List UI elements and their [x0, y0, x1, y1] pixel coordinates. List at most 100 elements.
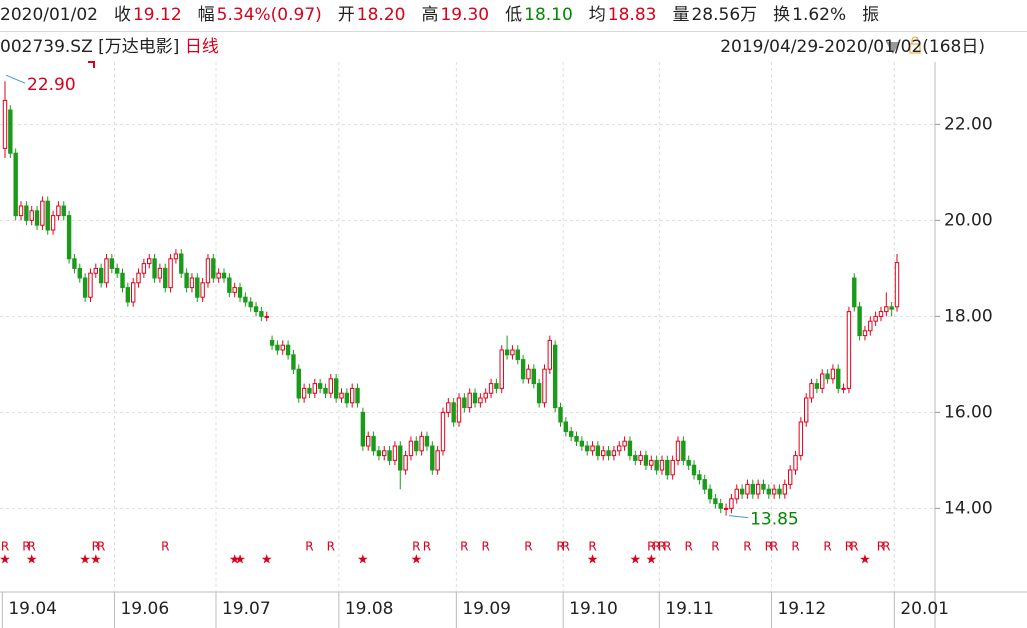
candle-body	[312, 383, 317, 394]
quote-value: 18.10	[524, 5, 573, 25]
candle-body	[307, 387, 312, 394]
r-flag: R	[460, 540, 468, 554]
sub-bar: 002739.SZ [万达电影] 日线 2019/04/29-2020/01/0…	[0, 33, 1027, 61]
candle-body	[45, 200, 50, 231]
candle-body	[830, 368, 836, 380]
candle-body	[846, 311, 852, 389]
r-flag: R	[663, 540, 671, 554]
candle-body	[216, 272, 221, 279]
candle-body	[243, 296, 248, 303]
candle-body	[590, 445, 595, 452]
candle-body	[184, 272, 189, 289]
max-label: 22.90	[27, 75, 76, 95]
candle-body	[40, 200, 45, 226]
candle-body	[718, 503, 723, 509]
y-tick-label: 22.00	[944, 114, 993, 134]
candle-body	[248, 301, 253, 308]
min-arrow	[729, 515, 749, 519]
candle-body	[50, 215, 56, 231]
max-arrow	[5, 74, 26, 84]
candle-body	[836, 368, 841, 389]
quote-label: 高	[421, 5, 439, 25]
candle-body	[114, 267, 120, 274]
r-flag: R	[161, 540, 169, 554]
candle-body	[323, 387, 328, 394]
candle-body	[536, 383, 542, 404]
x-tick-label: 19.12	[777, 599, 826, 619]
candle-body	[446, 402, 451, 413]
y-tick-label: 14.00	[944, 498, 993, 518]
candle-body	[376, 450, 382, 457]
candle-body	[414, 440, 419, 452]
star-flag: ★	[229, 553, 241, 568]
r-flag: R	[845, 540, 853, 554]
min-label: 13.85	[750, 510, 799, 530]
candle-body	[510, 349, 515, 356]
candle-body	[195, 277, 200, 298]
candle-body	[488, 383, 494, 394]
candle-body	[253, 306, 259, 313]
quote-label: 均	[588, 5, 606, 25]
r-flag: R	[685, 540, 693, 554]
candle-body	[649, 459, 654, 466]
candle-body	[622, 440, 627, 447]
candle-body	[291, 354, 296, 370]
candle-body	[771, 488, 777, 495]
candle-body	[750, 483, 755, 495]
candle-body	[163, 267, 168, 289]
candle-body	[563, 421, 569, 433]
r-flag: R	[423, 540, 431, 554]
quote-bar: 2020/01/02 收 19.12 幅 5.34%(0.97) 开 18.20 高 19.30…	[0, 0, 1027, 32]
candle-body	[77, 267, 82, 279]
candle-body	[232, 287, 237, 293]
period[interactable]: 日线	[184, 37, 219, 57]
r-flag: R	[711, 540, 719, 554]
candle-body	[675, 440, 681, 461]
candle-body	[120, 272, 125, 289]
candle-body	[542, 368, 547, 404]
candle-body	[782, 483, 788, 495]
candle-body	[803, 397, 809, 423]
candle-body	[809, 383, 814, 399]
candle-body	[109, 258, 115, 269]
candle-body	[515, 349, 520, 361]
marker	[88, 61, 95, 68]
candle-body	[221, 272, 227, 279]
candle-body	[366, 435, 371, 447]
r-flag: R	[791, 540, 799, 554]
star-flag: ★	[26, 553, 38, 568]
candle-body	[141, 263, 147, 274]
candle-body	[654, 459, 659, 471]
candle-body	[585, 445, 590, 452]
r-flag: R	[823, 540, 831, 554]
x-tick-label: 19.06	[120, 599, 169, 619]
star-flag: ★	[410, 553, 422, 568]
candle-body	[884, 306, 889, 313]
lock-icon[interactable]	[909, 43, 921, 54]
candle-body	[793, 455, 798, 471]
r-flag: R	[92, 540, 100, 554]
r-flag: R	[327, 540, 335, 554]
candle-body	[643, 455, 649, 466]
candle-body	[531, 368, 536, 385]
candle-body	[873, 315, 878, 322]
dropdown-icon[interactable]	[886, 42, 900, 54]
candle-body	[478, 397, 483, 404]
candle-body	[435, 450, 440, 471]
quote-label: 幅	[197, 5, 215, 25]
candle-body	[301, 387, 307, 399]
candle-body	[707, 488, 713, 500]
candle-body	[852, 277, 857, 308]
candle-body	[601, 450, 606, 457]
quote-label: 开	[337, 5, 355, 25]
candle-body	[617, 445, 622, 452]
r-flag: R	[743, 540, 751, 554]
r-flag: R	[97, 540, 105, 554]
candle-body	[456, 397, 462, 423]
y-tick-label: 16.00	[944, 402, 993, 422]
r-flag: R	[562, 540, 570, 554]
candle-body	[820, 373, 825, 389]
quote-value: 5.34%(0.97)	[216, 5, 322, 25]
x-tick-label: 20.01	[900, 599, 949, 619]
